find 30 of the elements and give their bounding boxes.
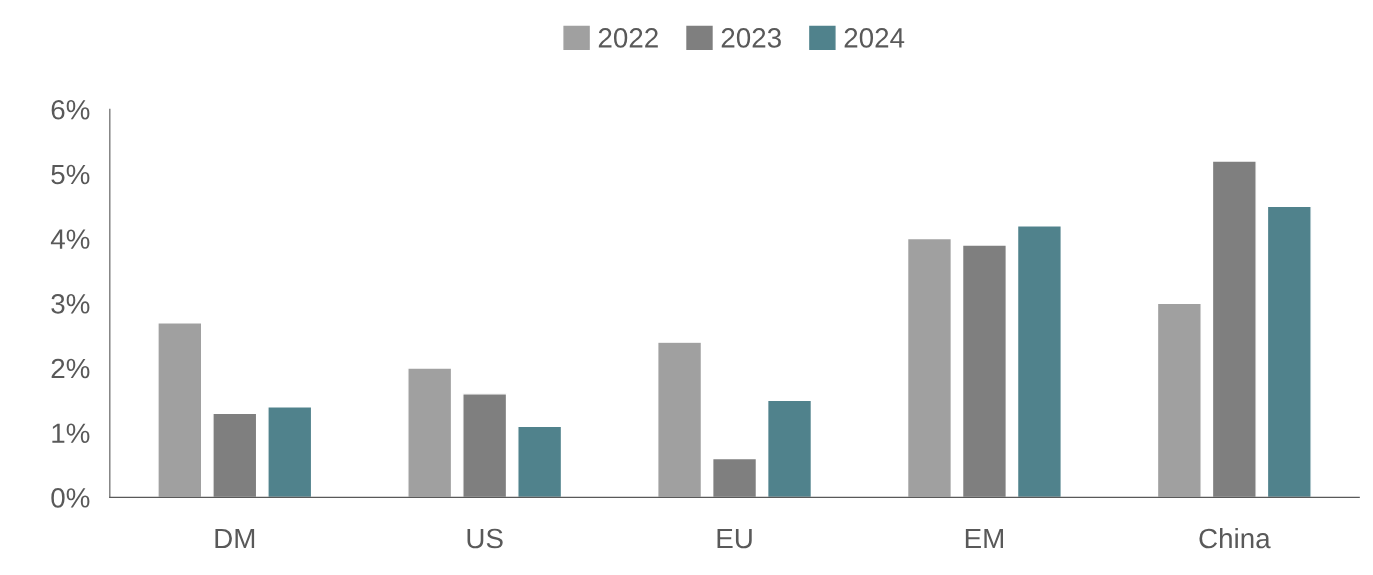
bar [462,393,508,498]
bar [157,322,203,498]
y-tick-label: 4% [50,229,90,249]
bar [267,406,313,498]
x-tick-label: US [467,528,503,549]
bar [212,412,258,498]
bar [1266,205,1312,498]
x-tick-label: EU [717,528,752,549]
legend-label: 2022 [598,28,658,48]
bar [906,237,953,498]
bar [1156,302,1202,498]
y-tick-label: 0% [51,488,90,508]
y-tick-label: 2% [51,358,90,379]
bar [657,341,703,498]
y-tick-label: 5% [51,164,90,185]
y-tick-label: 6% [51,99,90,120]
bar [1016,224,1062,498]
y-tick-label: 1% [52,423,90,443]
x-tick-label: China [1199,527,1271,549]
bar [711,457,758,498]
bar [517,425,563,498]
y-tick-label: 3% [51,293,90,314]
x-tick-label: DM [215,528,255,549]
x-tick-label: EM [965,528,1003,549]
legend-label: 2023 [721,28,781,48]
bar [1211,160,1257,498]
bar [961,244,1008,498]
legend-label: 2024 [844,28,905,48]
bar [407,367,453,498]
bar [766,399,813,498]
